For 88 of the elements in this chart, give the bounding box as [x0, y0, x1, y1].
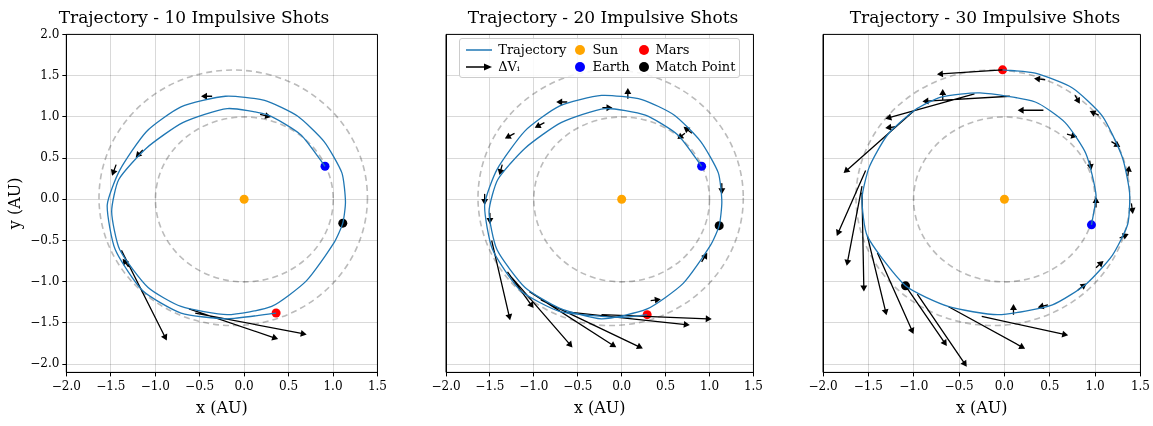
y-tick-label: 0.0: [40, 191, 60, 206]
x-axis-title: x (AU): [196, 397, 248, 417]
chart-title: Trajectory - 10 Impulsive Shots: [58, 6, 330, 27]
chart-title: Trajectory - 30 Impulsive Shots: [849, 6, 1121, 27]
point: [697, 161, 707, 171]
x-tick-label: 0.5: [1040, 378, 1060, 393]
x-tick-label: 0.5: [656, 378, 676, 393]
point: [110, 169, 118, 176]
point: [271, 308, 281, 318]
point: [635, 342, 643, 350]
point: [1124, 165, 1132, 173]
point: [885, 123, 892, 131]
x-tick-label: −1.0: [140, 378, 170, 393]
point: [271, 333, 279, 341]
point: [1010, 304, 1017, 311]
y-tick-label: −1.0: [30, 273, 60, 288]
x-tick-label: −1.5: [475, 378, 505, 393]
point: [534, 121, 542, 129]
y-tick-label: −0.5: [30, 232, 60, 247]
x-axis-title: x (AU): [573, 397, 626, 417]
x-tick-label: −1.0: [519, 378, 549, 393]
point: [836, 229, 843, 236]
point: [1017, 106, 1024, 114]
point: [705, 315, 712, 323]
point: [300, 329, 307, 337]
point: [161, 333, 168, 341]
x-tick-label: 1.0: [323, 378, 343, 393]
y-tick-label: 1.0: [40, 108, 60, 123]
x-tick-label: −1.5: [96, 378, 126, 393]
legend-label: Sun: [592, 42, 619, 58]
point: [565, 340, 573, 348]
legend-label: Mars: [655, 42, 690, 58]
point: [505, 313, 513, 321]
point: [1018, 342, 1026, 349]
legend-label: Match Point: [655, 59, 736, 75]
x-tick-label: −0.5: [944, 378, 974, 393]
x-tick-label: −2.0: [51, 378, 81, 393]
point: [1089, 110, 1097, 117]
x-tick-label: 1.5: [743, 378, 763, 393]
x-tick-label: −0.5: [563, 378, 593, 393]
point: [939, 88, 947, 95]
x-axis-title: x (AU): [955, 397, 1008, 417]
point: [1033, 75, 1041, 83]
point: [527, 301, 534, 309]
point: [683, 320, 690, 328]
point: [497, 168, 505, 176]
point: [843, 166, 851, 174]
point: [1073, 96, 1080, 104]
y-tick-label: 1.5: [40, 67, 60, 82]
point: [624, 88, 632, 95]
legend-label: Trajectory: [498, 42, 567, 58]
point: [844, 259, 852, 266]
point: [960, 359, 967, 367]
legend-label: ΔVᵢ: [498, 59, 520, 75]
x-tick-label: −1.5: [853, 378, 883, 393]
point: [885, 113, 893, 121]
x-tick-label: 0.0: [234, 378, 254, 393]
point: [881, 308, 889, 316]
line-series: [106, 95, 347, 320]
chart-title: Trajectory - 20 Impulsive Shots: [467, 6, 739, 27]
y-tick-label: 2.0: [40, 26, 60, 41]
point: [1061, 330, 1069, 338]
x-tick-label: −2.0: [808, 378, 838, 393]
x-tick-label: 0.0: [994, 378, 1014, 393]
y-tick-label: −1.5: [30, 315, 60, 330]
x-tick-label: −2.0: [431, 378, 461, 393]
x-tick-label: 1.0: [1085, 378, 1105, 393]
point: [201, 92, 208, 100]
x-tick-label: 1.5: [1130, 378, 1150, 393]
point: [654, 296, 661, 304]
point: [940, 339, 947, 347]
x-tick-label: −1.0: [899, 378, 929, 393]
y-tick-label: −2.0: [30, 356, 60, 371]
point: [1096, 260, 1104, 268]
point: [936, 70, 944, 78]
x-tick-label: 0.0: [612, 378, 632, 393]
x-tick-label: 1.5: [367, 378, 387, 393]
x-tick-label: 1.0: [699, 378, 720, 393]
point: [860, 285, 868, 292]
point: [1128, 207, 1136, 214]
x-tick-label: −0.5: [185, 378, 215, 393]
legend-label: Earth: [592, 59, 630, 75]
y-axis-title: y (AU): [4, 177, 24, 231]
x-tick-label: 0.5: [279, 378, 299, 393]
y-tick-label: 0.5: [40, 150, 60, 165]
point: [504, 132, 512, 139]
point: [907, 327, 915, 335]
point: [609, 341, 617, 348]
